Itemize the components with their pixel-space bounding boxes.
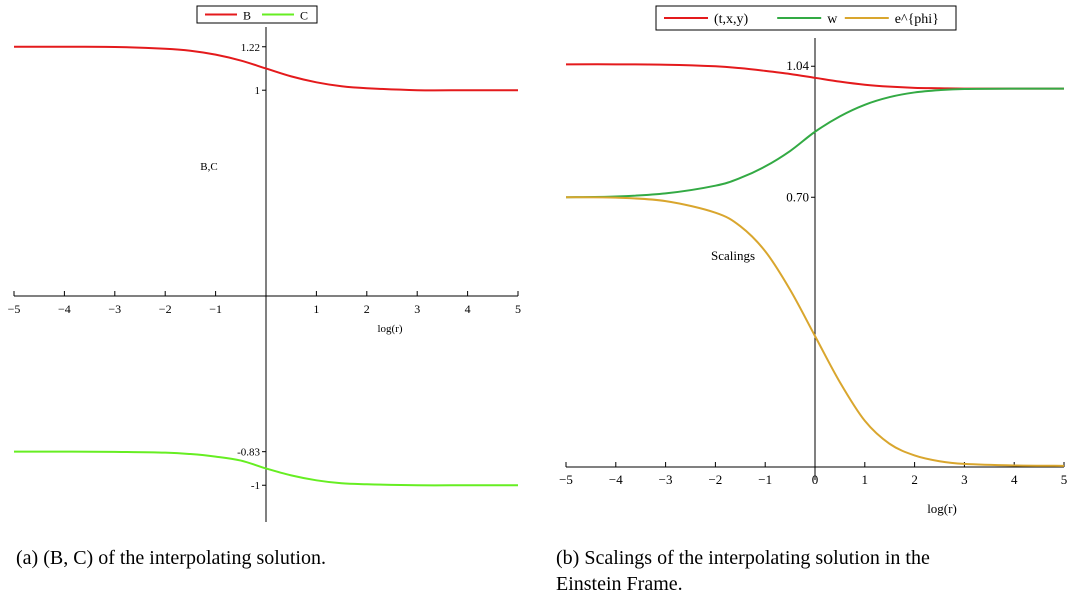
x-tick-label: 3 [961,472,968,487]
x-tick-label: 5 [515,302,521,316]
caption-a: (a) (B, C) of the interpolating solution… [16,547,326,569]
series-line [13,450,518,487]
x-axis-label: log(r) [377,323,402,335]
x-tick-label: 0 [812,472,819,487]
y-tick-label: 0.70 [786,189,809,204]
x-tick-label: −3 [108,302,121,316]
y-tick-label: -1 [251,480,260,492]
caption-b-line2: Einstein Frame. [556,573,683,595]
x-tick-label: −1 [209,302,222,316]
x-tick-label: 5 [1061,472,1068,487]
x-tick-label: 2 [364,302,370,316]
y-tick-label: 1 [255,85,261,97]
x-tick-label: 1 [862,472,869,487]
x-tick-label: 3 [414,302,420,316]
x-tick-label: −2 [159,302,172,316]
legend-label: (t,x,y) [714,12,749,27]
legend-box [196,5,318,24]
legend-label: C [300,9,308,23]
y-axis-label: B,C [200,161,217,173]
x-tick-label: 4 [465,302,471,316]
legend-box [655,5,957,31]
caption-b-line1: (b) Scalings of the interpolating soluti… [556,547,930,569]
legend-label: B [243,9,251,23]
x-tick-label: 2 [911,472,918,487]
x-tick-label: −4 [609,472,623,487]
x-tick-label: −3 [659,472,673,487]
panel-b: −5 −4 −3 −2 −1 0 1 2 3 4 5 1.04 0.70 log(r) Scalings (t… [559,5,1068,516]
x-tick-label: −1 [758,472,772,487]
x-tick-label: −2 [708,472,722,487]
x-axis-label: log(r) [927,501,957,516]
y-axis-label: Scalings [711,248,755,263]
legend: (t,x,y) w e^{phi} [655,5,957,31]
y-tick-label: 1.22 [241,42,260,54]
x-tick-label: −4 [58,302,71,316]
x-tick-label: −5 [8,302,21,316]
x-tick-label: 1 [313,302,319,316]
series-line [13,45,518,92]
series-line [565,63,1064,90]
legend-label: w [827,12,838,27]
series-line [565,196,1065,467]
y-tick-label: 1.04 [786,58,809,73]
y-tick-label: -0.83 [237,447,260,459]
x-tick-label: 4 [1011,472,1018,487]
series-line [565,87,1065,199]
legend-label: e^{phi} [895,12,939,27]
x-tick-label: −5 [559,472,573,487]
